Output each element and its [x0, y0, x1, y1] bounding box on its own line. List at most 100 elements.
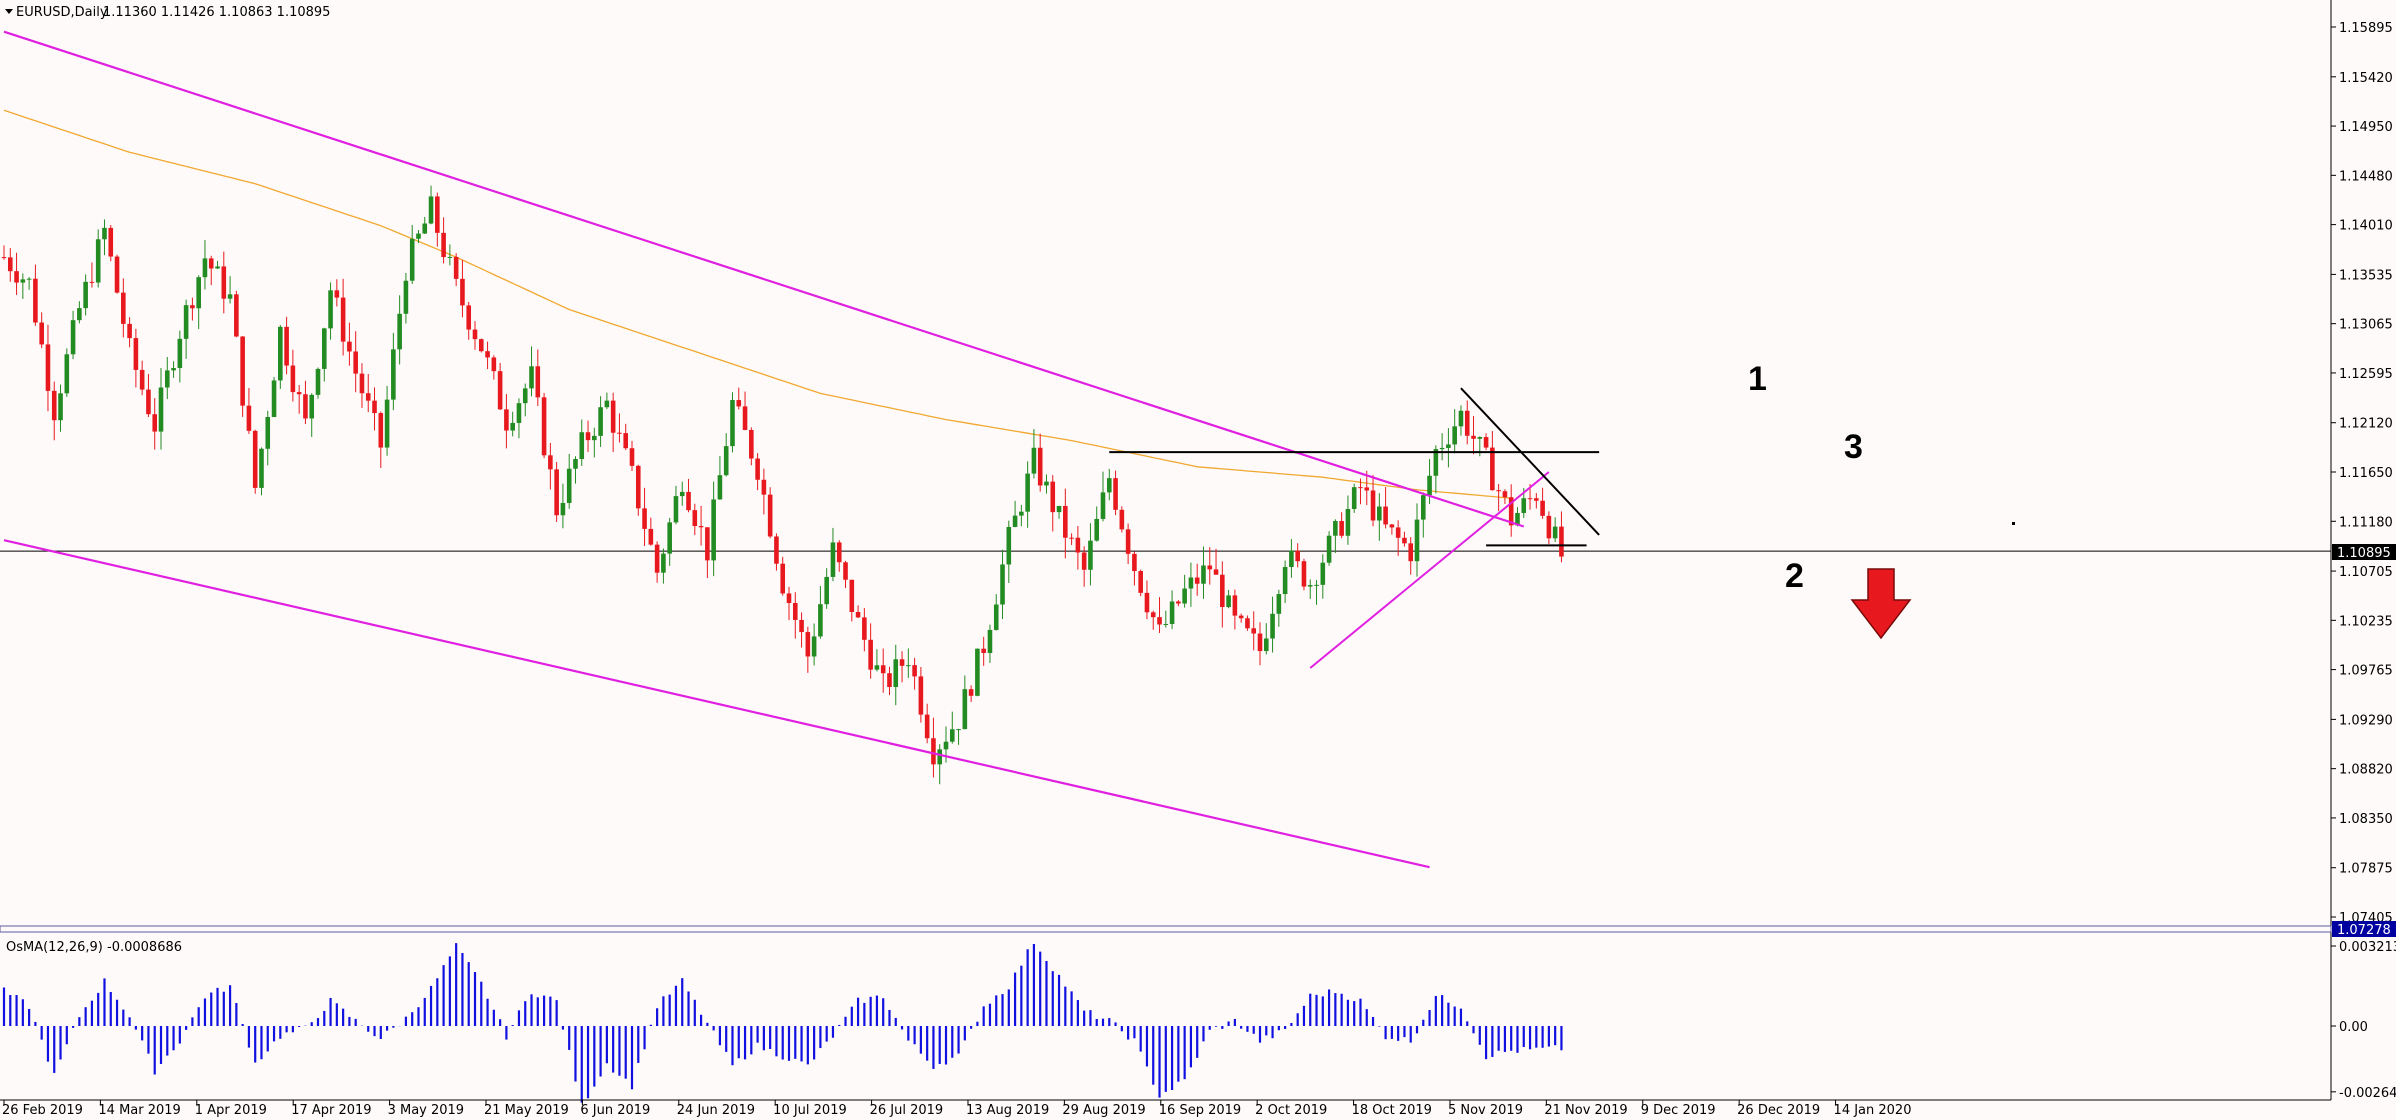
time-tick-label: 5 Nov 2019 — [1448, 1103, 1523, 1118]
bull-candle — [1314, 584, 1319, 586]
bear-candle — [139, 369, 145, 390]
bear-candle — [240, 336, 245, 406]
bear-candle — [623, 433, 629, 449]
price-axis: 1.15895 1.15420 1.14950 1.14480 1.14010 1.135… — [2331, 21, 2393, 926]
osma-tick-label: 0.00 — [2339, 1020, 2368, 1035]
bull-candle — [403, 280, 409, 314]
bear-candle — [1069, 537, 1074, 539]
bear-candle — [378, 413, 384, 448]
bear-candle — [340, 297, 346, 342]
bull-candle — [202, 258, 208, 278]
bull-candle — [943, 741, 949, 750]
time-tick-label: 24 Jun 2019 — [677, 1103, 755, 1118]
bear-candle — [39, 322, 44, 345]
bull-candle — [1521, 498, 1527, 513]
bull-candle — [1226, 595, 1231, 608]
bull-candle — [667, 522, 672, 554]
bull-candle — [1320, 562, 1326, 585]
bear-candle — [208, 258, 214, 269]
bull-candle — [993, 604, 999, 630]
collapse-triangle-icon[interactable] — [5, 9, 13, 14]
bear-candle — [862, 617, 867, 640]
bear-candle — [1389, 524, 1395, 528]
bull-candle — [949, 729, 955, 742]
bull-candle — [598, 407, 603, 436]
bull-candle — [1289, 550, 1294, 568]
osma-axis: 0.0032136 0.00 -0.0026439 — [2331, 940, 2396, 1101]
time-tick-label: 26 Dec 2019 — [1737, 1103, 1820, 1118]
time-tick-label: 29 Aug 2019 — [1062, 1103, 1145, 1118]
price-tick-label: 1.14950 — [2339, 120, 2393, 135]
bull-candle — [95, 239, 101, 283]
bull-candle — [278, 326, 283, 381]
bull-candle — [987, 629, 993, 653]
bull-candle — [906, 665, 911, 667]
bear-candle — [1138, 571, 1143, 593]
bear-candle — [89, 281, 95, 283]
bear-candle — [849, 579, 855, 613]
bear-candle — [460, 278, 465, 306]
time-tick-label: 3 May 2019 — [388, 1103, 465, 1118]
moving-average-line — [3, 109, 1512, 499]
bull-candle — [573, 459, 578, 469]
time-axis: 26 Feb 2019 14 Mar 2019 1 Apr 2019 17 Apr 2… — [2, 1100, 1911, 1118]
price-tick-label: 1.15895 — [2339, 21, 2393, 36]
bull-candle — [661, 553, 666, 573]
bull-candle — [711, 499, 716, 561]
bear-candle — [152, 414, 158, 432]
price-tick-label: 1.10705 — [2339, 565, 2393, 580]
bear-candle — [45, 344, 51, 391]
bear-candle — [981, 648, 986, 653]
price-tick-label: 1.11180 — [2339, 515, 2393, 530]
osma-label: OsMA(12,26,9) -0.0008686 — [6, 940, 182, 955]
bull-candle — [1006, 526, 1012, 565]
bull-candle — [1163, 623, 1169, 625]
time-tick-label: 14 Jan 2020 — [1834, 1103, 1912, 1118]
price-tick-label: 1.13535 — [2339, 268, 2393, 283]
bear-candle — [133, 338, 139, 370]
bull-candle — [271, 380, 277, 418]
bull-candle — [265, 417, 271, 449]
bull-candle — [592, 435, 597, 441]
bear-candle — [1358, 487, 1363, 489]
osma-pane[interactable] — [2, 943, 1563, 1103]
bull-candle — [1019, 511, 1024, 516]
price-tick-label: 1.13065 — [2339, 318, 2393, 333]
bull-candle — [428, 196, 434, 224]
bull-candle — [58, 393, 63, 421]
bull-candle — [529, 366, 534, 389]
bear-candle — [127, 323, 132, 339]
price-tick-label: 1.12120 — [2339, 417, 2393, 432]
bear-candle — [1232, 595, 1238, 616]
bear-candle — [1081, 552, 1087, 570]
bear-candle — [742, 406, 748, 430]
bear-candle — [705, 527, 710, 561]
bull-candle — [1414, 519, 1420, 562]
pane-separator[interactable] — [0, 925, 2332, 933]
osma-tick-label: -0.0026439 — [2339, 1086, 2396, 1101]
bear-candle — [912, 665, 917, 677]
bear-candle — [1257, 633, 1263, 652]
price-tick-label: 1.08820 — [2339, 763, 2393, 778]
bear-candle — [347, 341, 352, 352]
bear-candle — [1075, 537, 1081, 553]
bear-candle — [290, 365, 296, 393]
bear-candle — [1364, 487, 1370, 491]
bull-candle — [962, 689, 968, 730]
bull-candle — [397, 313, 402, 350]
time-tick-label: 9 Dec 2019 — [1641, 1103, 1716, 1118]
osma-tick-label: 0.0032136 — [2339, 940, 2396, 955]
bull-candle — [975, 648, 980, 696]
bear-candle — [491, 357, 497, 372]
bear-candle — [918, 676, 924, 715]
bear-candle — [642, 508, 647, 529]
price-pane[interactable] — [0, 30, 2331, 869]
bear-candle — [1383, 506, 1388, 525]
bull-candle — [1433, 449, 1439, 476]
bear-candle — [353, 351, 358, 374]
current-price-label: 1.10895 — [2337, 546, 2391, 561]
bear-candle — [435, 196, 440, 233]
bull-candle — [824, 576, 829, 605]
bull-candle — [811, 636, 817, 657]
